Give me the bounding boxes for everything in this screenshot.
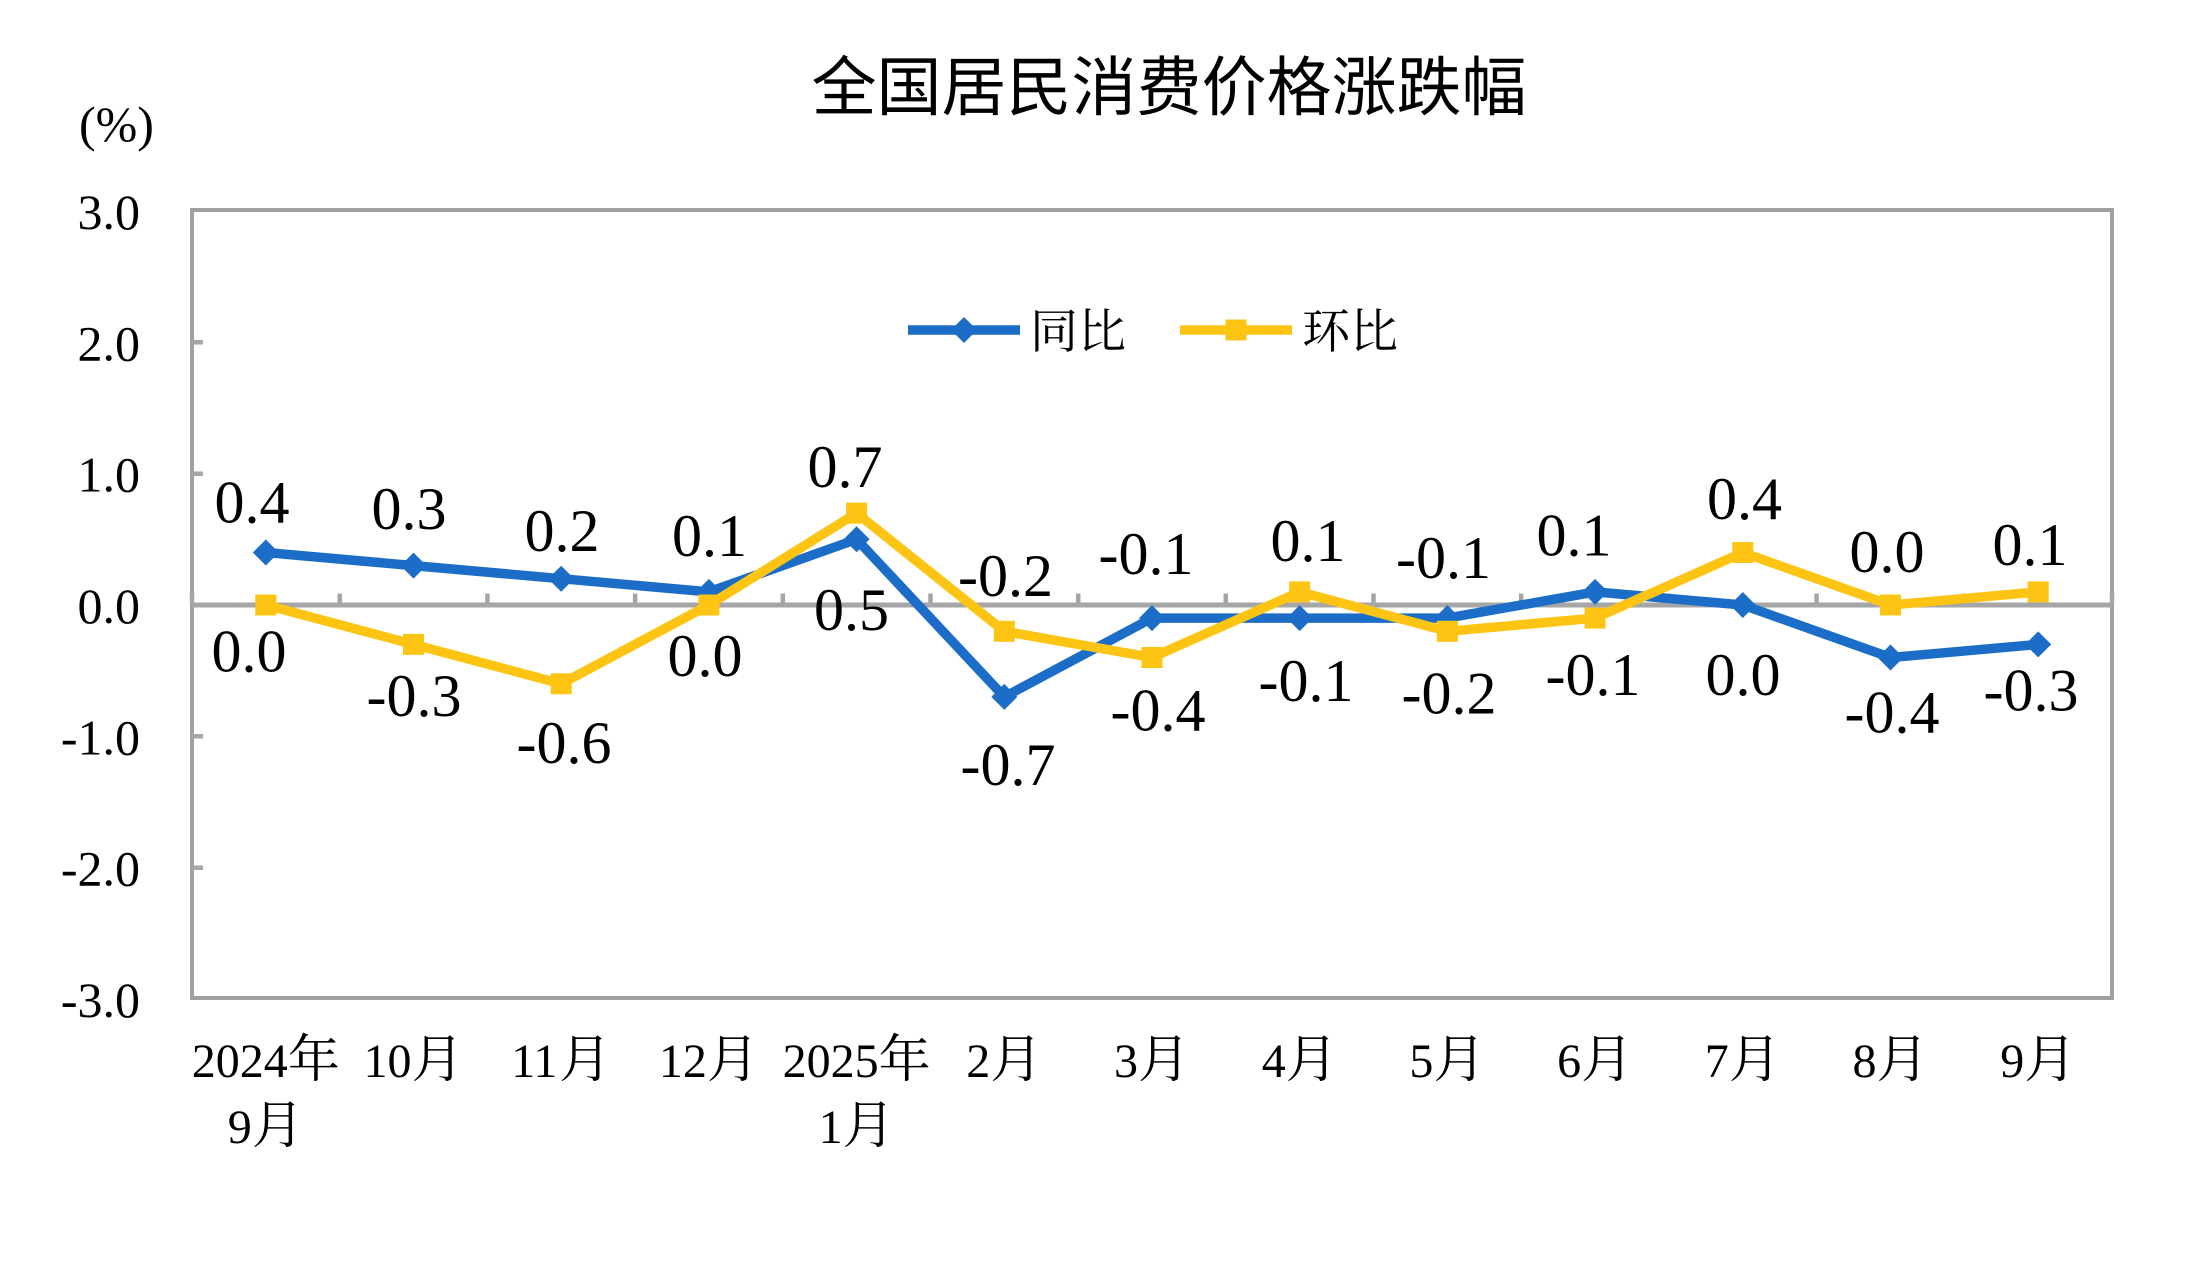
svg-text:-0.2: -0.2 (958, 543, 1053, 609)
svg-text:-0.1: -0.1 (1259, 648, 1354, 714)
svg-text:5: 5 (1409, 1035, 1433, 1088)
svg-text:9: 9 (2000, 1035, 2024, 1088)
svg-text:(%): (%) (79, 96, 154, 152)
svg-text:0.0: 0.0 (78, 578, 141, 634)
svg-text:0.1: 0.1 (672, 503, 747, 569)
svg-text:0.0: 0.0 (212, 619, 287, 685)
svg-text:0.0: 0.0 (668, 623, 743, 689)
svg-text:0.1: 0.1 (1537, 503, 1612, 569)
svg-text:2025: 2025 (783, 1035, 879, 1088)
svg-text:-0.3: -0.3 (1984, 658, 2079, 724)
svg-text:-0.1: -0.1 (1099, 521, 1194, 587)
svg-text:-0.3: -0.3 (367, 663, 462, 729)
svg-text:12: 12 (659, 1035, 707, 1088)
svg-text:-3.0: -3.0 (61, 972, 140, 1028)
svg-text:0.4: 0.4 (1707, 466, 1782, 532)
svg-text:9: 9 (228, 1101, 252, 1154)
svg-text:3: 3 (1114, 1035, 1138, 1088)
svg-text:3.0: 3.0 (78, 184, 141, 240)
svg-text:0.0: 0.0 (1850, 519, 1925, 585)
svg-text:-0.4: -0.4 (1845, 680, 1940, 746)
svg-text:0.0: 0.0 (1706, 642, 1781, 708)
svg-text:-2.0: -2.0 (61, 841, 140, 897)
svg-text:0.1: 0.1 (1271, 508, 1346, 574)
svg-text:10: 10 (364, 1035, 412, 1088)
svg-text:1: 1 (819, 1101, 843, 1154)
svg-text:0.7: 0.7 (808, 434, 883, 500)
svg-text:0.5: 0.5 (814, 577, 889, 643)
svg-text:7: 7 (1705, 1035, 1729, 1088)
svg-text:-0.1: -0.1 (1396, 525, 1491, 591)
svg-text:0.1: 0.1 (1993, 512, 2068, 578)
svg-text:11: 11 (511, 1035, 557, 1088)
svg-text:2: 2 (966, 1035, 990, 1088)
svg-text:-0.1: -0.1 (1546, 642, 1641, 708)
svg-text:0.4: 0.4 (215, 470, 290, 536)
svg-text:-0.4: -0.4 (1111, 678, 1206, 744)
svg-text:1.0: 1.0 (78, 447, 141, 503)
svg-text:-0.7: -0.7 (961, 732, 1056, 798)
svg-text:8: 8 (1853, 1035, 1877, 1088)
svg-text:0.3: 0.3 (372, 476, 447, 542)
svg-text:2024: 2024 (192, 1035, 288, 1088)
svg-text:0.2: 0.2 (525, 498, 600, 564)
svg-text:2.0: 2.0 (78, 315, 141, 371)
svg-text:-0.6: -0.6 (517, 710, 612, 776)
svg-text:-0.2: -0.2 (1402, 661, 1497, 727)
svg-text:4: 4 (1262, 1035, 1286, 1088)
svg-text:-1.0: -1.0 (61, 709, 140, 765)
svg-text:6: 6 (1557, 1035, 1581, 1088)
